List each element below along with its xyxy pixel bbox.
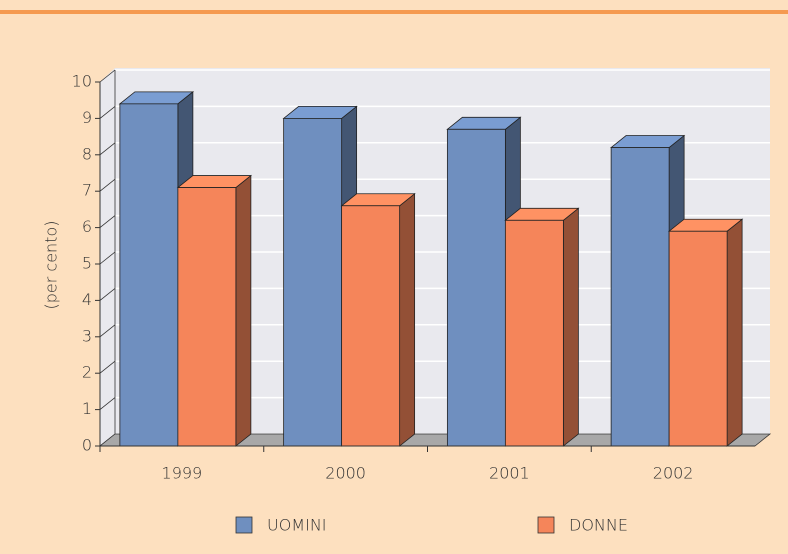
grid-line [99, 288, 116, 301]
bar [668, 230, 728, 447]
bar [177, 187, 237, 447]
grid-line [99, 360, 116, 374]
y-axis-label: (per cento) [42, 221, 61, 310]
y-tick-label: 0 [82, 436, 92, 455]
grid-line [99, 106, 116, 119]
grid-line [99, 178, 116, 192]
y-tick-label: 4 [82, 290, 92, 309]
bar-side [726, 218, 743, 447]
legend-swatch [537, 516, 555, 534]
grid-line [99, 142, 116, 156]
grid-line [99, 215, 116, 228]
y-tick-label: 7 [82, 181, 92, 200]
y-tick-label: 3 [82, 326, 92, 345]
grid-line [99, 69, 116, 83]
grid-line [99, 397, 116, 410]
y-tick-label: 1 [82, 399, 92, 418]
y-tick-label: 9 [82, 108, 92, 127]
bar-side [235, 174, 252, 447]
x-tick-label: 2001 [489, 464, 530, 483]
back-wall [100, 68, 770, 446]
legend-label: DONNE [569, 516, 628, 535]
y-tick-label: 10 [72, 72, 92, 91]
bar [610, 147, 670, 447]
x-tick-label: 1999 [162, 464, 203, 483]
y-tick-label: 6 [82, 217, 92, 236]
y-tick-label: 5 [82, 254, 92, 273]
bar-side [399, 192, 416, 447]
y-tick-label: 2 [82, 363, 92, 382]
bar-side [562, 207, 579, 447]
grid-line [99, 251, 116, 265]
bar [341, 205, 401, 447]
bar [504, 219, 564, 447]
x-tick-label: 2002 [653, 464, 694, 483]
bar [119, 103, 179, 447]
bar [446, 128, 506, 447]
x-tick-label: 2000 [325, 464, 366, 483]
y-tick-label: 8 [82, 144, 92, 163]
grid-line [99, 324, 116, 338]
legend-swatch [235, 516, 253, 534]
top-rule [0, 10, 788, 14]
legend-label: UOMINI [267, 516, 327, 535]
bar [283, 118, 343, 447]
